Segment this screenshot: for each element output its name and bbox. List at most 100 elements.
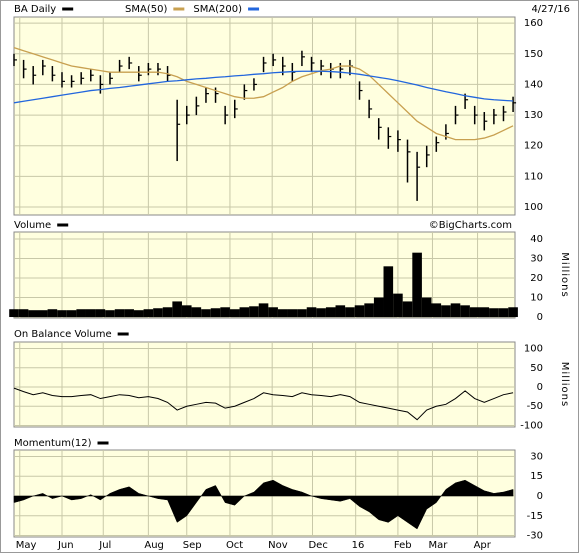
volume-bar	[18, 309, 29, 318]
volume-bar	[143, 309, 154, 318]
y-tick-label: 0	[537, 312, 543, 323]
volume-bar	[76, 309, 86, 318]
volume-bar	[316, 308, 326, 318]
volume-bar	[508, 307, 518, 318]
y-tick-label: 110	[524, 171, 543, 182]
volume-bar	[460, 305, 470, 318]
panel-title: On Balance Volume	[14, 329, 112, 340]
volume-bar	[345, 307, 355, 318]
volume-bar	[105, 310, 115, 318]
panel-title: BA Daily	[14, 4, 56, 15]
y-tick-label: 130	[524, 110, 543, 121]
volume-bar	[421, 297, 432, 318]
legend-label: SMA(200)	[193, 4, 242, 15]
y-tick-label: 140	[524, 79, 543, 90]
momentum-area	[13, 479, 514, 530]
legend-swatch	[57, 223, 69, 227]
volume-bar	[249, 306, 259, 318]
y-axis-label: Millions	[559, 362, 570, 407]
y-tick-label: 100	[524, 202, 543, 213]
y-tick-label: 0	[537, 382, 543, 393]
volume-bar	[325, 307, 336, 318]
volume-bar	[220, 307, 230, 318]
volume-bar	[210, 308, 221, 318]
volume-bar	[133, 310, 144, 318]
y-tick-label: 160	[524, 18, 543, 29]
volume-bar	[306, 307, 317, 318]
volume-bar	[85, 309, 96, 318]
legend-label: SMA(50)	[125, 4, 167, 15]
volume-bar	[479, 307, 490, 318]
annotation: ©BigCharts.com	[429, 220, 512, 231]
x-tick-label: Nov	[268, 540, 288, 551]
volume-bar	[393, 293, 403, 318]
x-tick-label: Aug	[144, 540, 164, 551]
volume-bar	[268, 307, 278, 318]
volume-bar	[124, 309, 134, 318]
y-tick-label: 0	[537, 491, 543, 502]
legend-swatch	[248, 7, 260, 11]
volume-bar	[431, 303, 442, 318]
x-tick-label: Mar	[428, 540, 448, 551]
x-tick-label: May	[16, 540, 37, 551]
x-tick-label: Apr	[474, 540, 492, 551]
volume-bar	[441, 305, 451, 318]
volume-bar	[287, 309, 298, 318]
x-tick-label: Jul	[98, 540, 111, 551]
volume-bar	[412, 252, 422, 318]
x-tick-label: Jun	[57, 540, 74, 551]
legend-swatch	[97, 441, 109, 445]
y-tick-label: 30	[530, 254, 543, 265]
x-tick-label: Dec	[308, 540, 327, 551]
volume-bar	[181, 305, 192, 318]
volume-bar	[364, 303, 374, 318]
legend-swatch	[173, 7, 185, 11]
volume-bar	[37, 310, 48, 318]
volume-bar	[277, 309, 288, 318]
volume-bar	[57, 310, 67, 318]
volume-bar	[469, 307, 480, 318]
date-label: 4/27/16	[531, 4, 570, 15]
panel-background	[13, 341, 516, 428]
x-tick-label: Feb	[394, 540, 412, 551]
y-tick-label: 15	[530, 471, 543, 482]
y-tick-label: -30	[527, 531, 543, 542]
volume-bar	[450, 303, 461, 318]
volume-bar	[239, 307, 250, 318]
volume-bar	[229, 309, 240, 318]
y-tick-label: 10	[530, 293, 543, 304]
panel-title: Volume	[14, 220, 51, 231]
volume-bar	[402, 301, 413, 318]
volume-bar	[373, 297, 384, 318]
volume-bar	[28, 310, 38, 318]
volume-bar	[258, 303, 269, 318]
volume-bar	[47, 309, 58, 318]
y-tick-label: -100	[520, 420, 543, 431]
y-tick-label: 30	[530, 451, 543, 462]
x-tick-label: 16	[352, 540, 365, 551]
volume-bar	[153, 308, 163, 318]
x-tick-label: Sep	[183, 540, 202, 551]
y-tick-label: 100	[524, 344, 543, 355]
obv-line	[13, 387, 514, 421]
volume-bar	[162, 307, 173, 318]
volume-bar	[95, 309, 106, 318]
legend-swatch	[62, 7, 74, 11]
volume-bar	[297, 309, 307, 318]
panel-title: Momentum(12)	[14, 438, 92, 449]
y-tick-label: -50	[527, 401, 543, 412]
panel-background	[13, 16, 516, 216]
volume-bar	[9, 309, 19, 318]
volume-bar	[191, 307, 202, 318]
volume-bar	[489, 308, 499, 318]
y-tick-label: 120	[524, 141, 543, 152]
y-tick-label: 50	[530, 363, 543, 374]
volume-bar	[201, 309, 211, 318]
y-tick-label: -15	[527, 511, 543, 522]
y-axis-label: Millions	[559, 252, 570, 297]
volume-bar	[172, 301, 182, 318]
legend-swatch	[117, 332, 129, 336]
sma-line	[13, 70, 514, 104]
x-tick-label: Oct	[226, 540, 243, 551]
